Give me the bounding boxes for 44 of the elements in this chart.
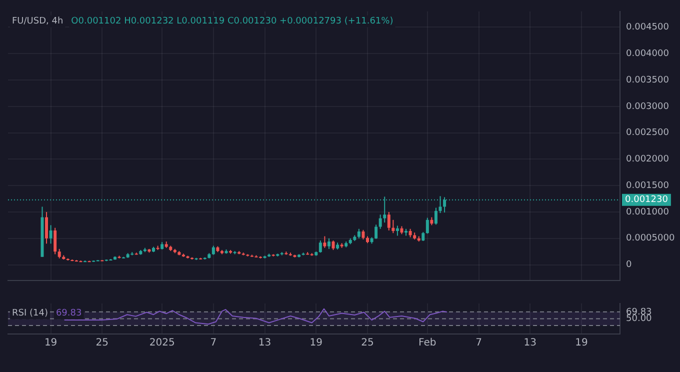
y-tick-label: 0.004000 <box>626 48 670 59</box>
text: O0.001102 H0.001232 L0.001119 C0.001230 +0.00012793 (+11.61%) <box>71 16 394 27</box>
x-tick-label: 19 <box>310 338 323 349</box>
candlestick <box>318 240 322 254</box>
x-tick-label: 19 <box>44 338 58 349</box>
candlestick <box>327 238 330 250</box>
x-tick-label: Feb <box>418 338 436 349</box>
x-tick-label: 25 <box>361 338 374 349</box>
text: RSI (14) <box>12 308 48 319</box>
y-tick-label: 0.003000 <box>626 102 670 112</box>
y-tick-label: 50.00 <box>626 314 652 324</box>
candlestick <box>392 219 395 234</box>
x-tick-label: 13 <box>524 338 536 349</box>
candlestick <box>387 211 390 231</box>
candlestick <box>45 211 48 244</box>
candlestick <box>49 224 52 244</box>
y-tick-label: 0.004500 <box>626 22 670 33</box>
x-tick-label: 25 <box>96 338 109 349</box>
y-tick-label: 0.002500 <box>626 128 670 138</box>
candlestick <box>54 227 57 255</box>
candlestick <box>434 207 438 226</box>
candlestick <box>396 225 399 236</box>
candlestick <box>362 229 365 240</box>
ref-line-label: 0.001230 <box>625 195 668 206</box>
y-tick-label: 0.002000 <box>626 154 670 165</box>
y-tick-label: 0.0005000 <box>626 234 675 244</box>
candlestick <box>58 248 61 259</box>
text: FU/USD, 4h <box>12 16 64 27</box>
x-tick-label: 7 <box>476 338 482 349</box>
candlestick <box>323 236 326 248</box>
candlestick <box>378 214 382 230</box>
y-tick-label: 0 <box>626 260 632 270</box>
x-tick-label: 19 <box>575 338 588 349</box>
x-tick-label: 13 <box>258 338 272 349</box>
x-tick-label: 7 <box>210 338 217 349</box>
y-tick-label: 0.001000 <box>626 207 670 218</box>
y-tick-label: 0.003500 <box>626 75 670 86</box>
candlestick <box>357 228 360 239</box>
annotation: 69.83 <box>56 308 82 319</box>
candlestick <box>426 217 429 234</box>
y-tick-label: 0.001500 <box>626 180 670 191</box>
candlestick <box>374 224 378 240</box>
x-tick-label: 2025 <box>149 338 175 349</box>
candlestick <box>332 240 335 250</box>
